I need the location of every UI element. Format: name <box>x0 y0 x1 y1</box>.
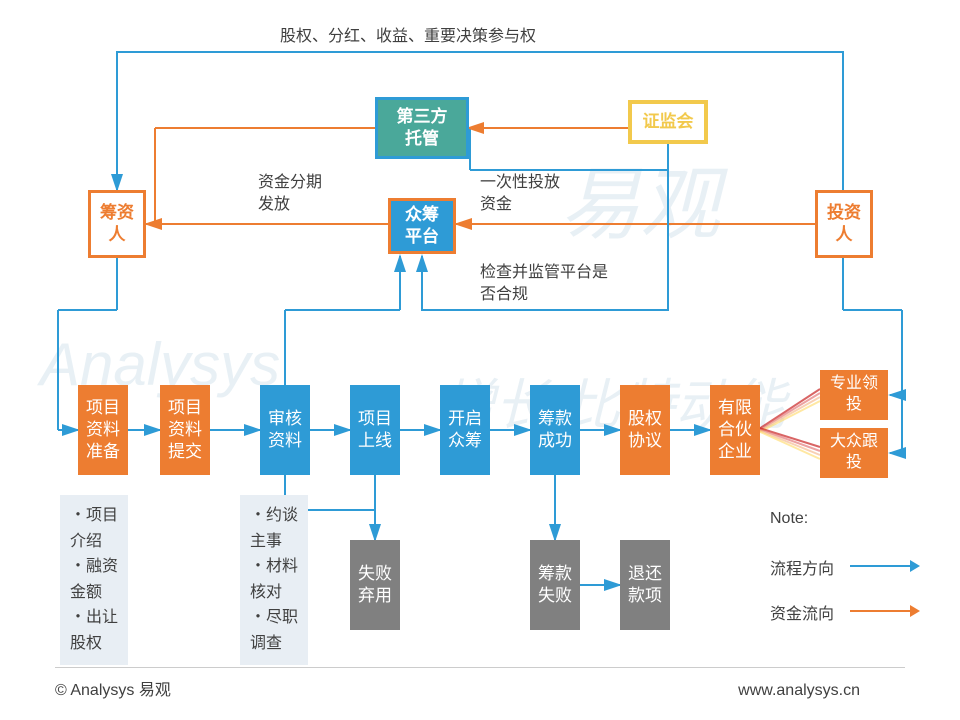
footer-divider <box>55 667 905 668</box>
bullet-item: 尽职 调查 <box>250 605 298 656</box>
bullets-project: 项目 介绍融资 金额出让 股权 <box>60 495 128 665</box>
flow-step-2: 审核 资料 <box>260 385 310 475</box>
legend-arrowhead-0 <box>910 560 920 572</box>
fail-step-2: 退还 款项 <box>620 540 670 630</box>
bullet-item: 约谈 主事 <box>250 503 298 554</box>
investor-type-1: 大众跟 投 <box>820 428 888 478</box>
legend-line-1 <box>850 610 910 612</box>
top-label: 股权、分红、收益、重要决策参与权 <box>280 26 536 48</box>
legend-arrowhead-1 <box>910 605 920 617</box>
flow-step-5: 筹款 成功 <box>530 385 580 475</box>
legend-label-1: 资金流向 <box>770 600 834 624</box>
flow-step-4: 开启 众筹 <box>440 385 490 475</box>
node-third_party: 第三方 托管 <box>378 100 466 156</box>
bullet-item: 出让 股权 <box>70 605 118 656</box>
watermark: 易观 <box>560 140 720 256</box>
node-platform: 众筹 平台 <box>388 198 456 254</box>
bullet-item: 项目 介绍 <box>70 503 118 554</box>
investor-type-0: 专业领 投 <box>820 370 888 420</box>
bullet-item: 材料 核对 <box>250 554 298 605</box>
node-investor: 投资 人 <box>815 190 873 258</box>
flow-step-0: 项目 资料 准备 <box>78 385 128 475</box>
bullets-audit: 约谈 主事材料 核对尽职 调查 <box>240 495 308 665</box>
flow-step-1: 项目 资料 提交 <box>160 385 210 475</box>
node-csrc: 证监会 <box>628 100 708 144</box>
flow-step-7: 有限 合伙 企业 <box>710 385 760 475</box>
label-funding-once: 一次性投放 资金 <box>480 172 560 217</box>
node-fundraiser: 筹资 人 <box>88 190 146 258</box>
label-funding-staged: 资金分期 发放 <box>258 172 322 217</box>
footer-url: www.analysys.cn <box>738 682 860 700</box>
bullet-item: 融资 金额 <box>70 554 118 605</box>
fail-step-0: 失败 弃用 <box>350 540 400 630</box>
legend-label-0: 流程方向 <box>770 555 834 579</box>
fail-step-1: 筹款 失败 <box>530 540 580 630</box>
legend-title: Note: <box>770 510 808 528</box>
legend-line-0 <box>850 565 910 567</box>
flow-step-6: 股权 协议 <box>620 385 670 475</box>
footer-copyright: © Analysys 易观 <box>55 676 171 700</box>
flow-step-3: 项目 上线 <box>350 385 400 475</box>
label-compliance: 检查并监管平台是 否合规 <box>480 262 608 307</box>
